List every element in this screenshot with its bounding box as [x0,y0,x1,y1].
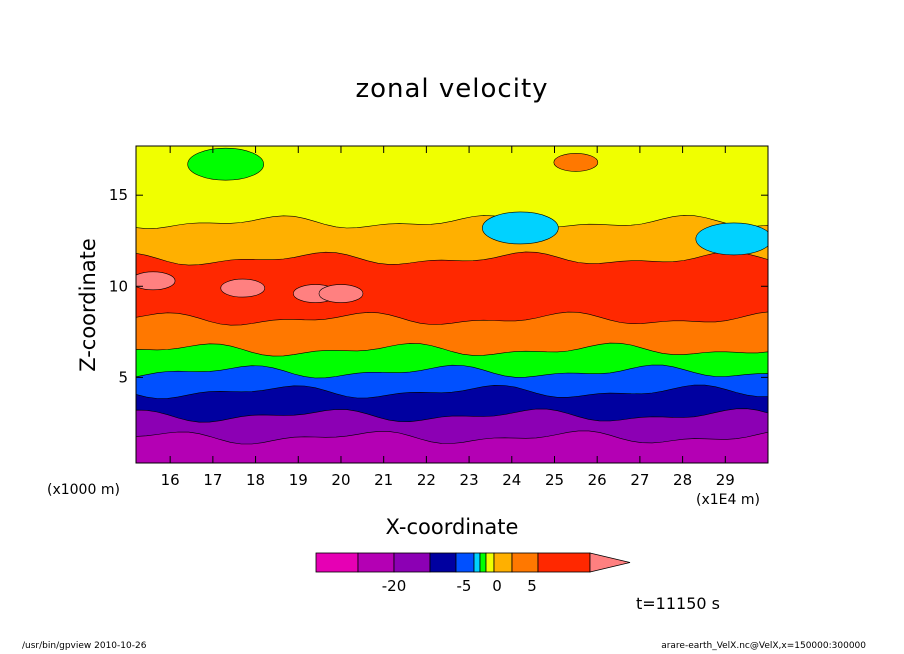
colorbar-bin [537,552,591,573]
extremum-1 [220,278,266,298]
x-unit-label: (x1E4 m) [696,492,760,508]
y-axis: 5 10 15 [109,186,768,386]
y-axis-label: Z-coordinate [76,238,100,372]
extremum-4 [482,211,559,245]
x-axis: 16 17 18 19 20 21 22 23 24 25 26 27 28 29 [161,146,735,489]
colorbar: -20 -5 0 5 [315,552,631,595]
plot-frame [135,145,769,464]
colorbar-label: 5 [527,577,537,595]
x-axis-label: X-coordinate [385,515,519,539]
footer-right: arare-earth_VelX.nc@VelX,x=150000:300000 [661,641,866,651]
extremum-3 [318,284,364,303]
contour-field [136,146,768,463]
extremum-6 [187,147,264,181]
time-label: t=11150 s [636,594,720,613]
x-tick-label: 28 [673,471,692,489]
x-tick-label: 17 [203,471,222,489]
y-tick-label: 15 [109,186,128,204]
contour-layer-surface [136,430,768,463]
colorbar-label: 0 [492,577,502,595]
colorbar-bin [493,552,513,573]
colorbar-label: -5 [457,577,472,595]
colorbar-bin [485,552,495,573]
colorbar-arrow [589,552,631,573]
colorbar-label: -20 [382,577,407,595]
x-tick-label: 20 [331,471,350,489]
extremum-7 [553,153,599,172]
x-tick-label: 16 [161,471,180,489]
y-tick-label: 10 [109,277,128,295]
x-tick-label: 22 [417,471,436,489]
x-tick-label: 19 [289,471,308,489]
x-tick-label: 24 [502,471,521,489]
x-tick-label: 23 [460,471,479,489]
x-tick-label: 27 [630,471,649,489]
colorbar-bin [393,552,431,573]
x-tick-label: 29 [716,471,735,489]
x-tick-label: 21 [374,471,393,489]
footer-left: /usr/bin/gpview 2010-10-26 [22,641,147,651]
y-tick-label: 5 [118,368,128,386]
chart-title: zonal velocity [355,74,549,104]
colorbar-bin [511,552,539,573]
colorbar-bin [315,552,359,573]
colorbar-bin [479,552,487,573]
x-tick-label: 18 [246,471,265,489]
colorbar-bin [357,552,395,573]
colorbar-bin [455,552,475,573]
x-tick-label: 25 [545,471,564,489]
colorbar-bin [429,552,457,573]
extremum-5 [695,222,768,256]
z-unit-label: (x1000 m) [47,482,120,498]
colorbar-bin [473,552,481,573]
x-tick-label: 26 [588,471,607,489]
extremum-0 [136,271,176,291]
